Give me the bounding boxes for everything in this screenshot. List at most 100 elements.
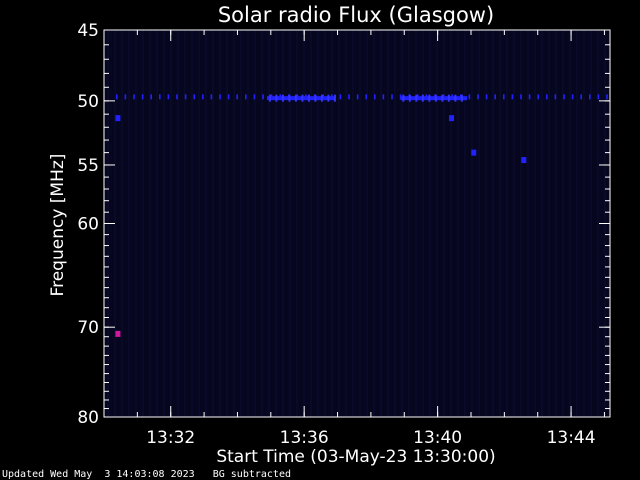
- time-stripe: [443, 30, 445, 417]
- time-stripe: [597, 30, 599, 417]
- band-dot: [554, 94, 557, 100]
- band-tick: [281, 94, 284, 102]
- time-stripe: [541, 30, 543, 417]
- band-dot: [546, 94, 548, 100]
- signal-spots: [115, 115, 527, 337]
- band-dot: [468, 94, 471, 100]
- time-stripe: [471, 30, 473, 417]
- footer-updated: Updated Wed May 3 14:03:08 2023: [2, 469, 195, 480]
- band-tick: [268, 94, 271, 102]
- band-tick: [301, 94, 304, 102]
- time-stripe: [212, 30, 214, 417]
- band-tick: [327, 94, 330, 102]
- time-stripe: [422, 30, 424, 417]
- time-stripe: [268, 30, 270, 417]
- time-stripe: [135, 30, 137, 417]
- time-stripe: [366, 30, 368, 417]
- time-stripe: [506, 30, 508, 417]
- time-stripe: [534, 30, 536, 417]
- time-stripe: [177, 30, 179, 417]
- band-dot: [503, 94, 505, 100]
- time-stripe: [282, 30, 284, 417]
- band-tick: [415, 94, 418, 102]
- x-tick-label: 13:40: [413, 428, 462, 448]
- band-tick: [434, 94, 437, 102]
- band-dot: [589, 94, 591, 100]
- band-tick: [460, 94, 463, 102]
- time-stripe: [527, 30, 529, 417]
- time-stripe: [275, 30, 277, 417]
- band-dot: [116, 94, 118, 100]
- time-stripe: [513, 30, 515, 417]
- time-stripe: [457, 30, 459, 417]
- time-stripe: [233, 30, 235, 417]
- footer-note: BG subtracted: [212, 469, 291, 480]
- time-stripe: [331, 30, 333, 417]
- band-tick: [421, 94, 424, 102]
- band-tick: [307, 94, 310, 102]
- time-stripe: [380, 30, 382, 417]
- band-dot: [606, 94, 608, 100]
- y-tick-label: 70: [77, 318, 99, 338]
- time-stripe: [590, 30, 592, 417]
- band-dot: [571, 94, 574, 100]
- time-stripe: [394, 30, 396, 417]
- time-stripe: [373, 30, 375, 417]
- time-stripe: [121, 30, 123, 417]
- band-dot: [245, 94, 247, 100]
- time-stripe: [261, 30, 263, 417]
- interference-bands: [116, 94, 608, 102]
- x-axis-label: Start Time (03-May-23 13:30:00): [216, 447, 495, 467]
- band-dot: [253, 94, 256, 100]
- y-tick-label: 60: [77, 215, 99, 235]
- signal-spot: [115, 330, 121, 337]
- band-dot: [511, 94, 514, 100]
- band-dot: [348, 94, 350, 100]
- time-stripe: [324, 30, 326, 417]
- signal-spot: [521, 157, 527, 164]
- y-tick-label: 55: [77, 156, 99, 176]
- band-dot: [339, 94, 342, 100]
- time-stripe: [226, 30, 228, 417]
- interference-band: [400, 96, 468, 101]
- x-tick-label: 13:36: [280, 428, 329, 448]
- band-tick: [441, 94, 444, 102]
- band-dot: [167, 94, 170, 100]
- time-stripe: [520, 30, 522, 417]
- band-dot: [227, 94, 230, 100]
- band-dot: [374, 94, 376, 100]
- time-stripe: [310, 30, 312, 417]
- band-dot: [124, 94, 127, 100]
- interference-band: [266, 96, 335, 101]
- signal-spot: [471, 149, 477, 156]
- time-stripe: [415, 30, 417, 417]
- time-stripe: [219, 30, 221, 417]
- band-dot: [150, 94, 152, 100]
- band-tick: [402, 94, 405, 102]
- time-stripe: [184, 30, 186, 417]
- time-stripe: [492, 30, 494, 417]
- band-tick: [275, 94, 278, 102]
- time-stripe: [205, 30, 207, 417]
- band-tick: [447, 94, 450, 102]
- time-stripe: [170, 30, 172, 417]
- time-stripe: [576, 30, 578, 417]
- time-stripe: [464, 30, 466, 417]
- band-dot: [159, 94, 161, 100]
- signal-spot: [449, 115, 455, 122]
- band-tick: [428, 94, 431, 102]
- band-tick: [333, 94, 336, 102]
- band-dot: [563, 94, 565, 100]
- band-tick: [314, 94, 317, 102]
- time-stripe: [583, 30, 585, 417]
- chart-title: Solar radio Flux (Glasgow): [218, 3, 494, 27]
- time-stripe: [429, 30, 431, 417]
- band-dot: [537, 94, 539, 100]
- time-stripe: [338, 30, 340, 417]
- time-stripe: [345, 30, 347, 417]
- band-dot: [141, 94, 144, 100]
- band-dot: [391, 94, 393, 100]
- footer-status: Updated Wed May 3 14:03:08 2023 BG subtr…: [2, 469, 291, 480]
- time-stripe: [198, 30, 200, 417]
